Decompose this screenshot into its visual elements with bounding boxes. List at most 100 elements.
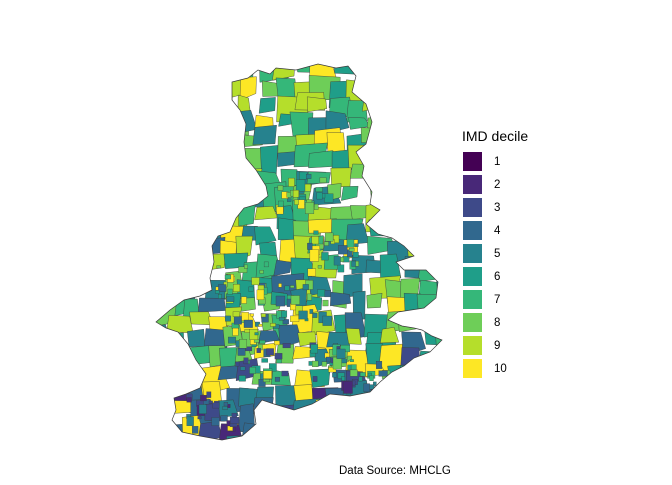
area-cell-small [305, 202, 315, 214]
area-cell [370, 186, 395, 210]
area-cell [258, 97, 276, 114]
area-cell [156, 116, 175, 134]
legend-item-2: 2 [462, 173, 528, 196]
area-cell [386, 64, 404, 93]
area-cell-small [294, 199, 299, 205]
area-cell [169, 349, 194, 375]
area-cell-small [312, 360, 319, 367]
area-cell-small [341, 376, 346, 381]
area-cell [183, 345, 211, 366]
area-cell [379, 113, 395, 128]
area-cell [168, 258, 187, 285]
area-cell [156, 180, 183, 212]
area-cell [419, 379, 442, 399]
area-cell [440, 360, 442, 386]
area-cell [256, 435, 277, 440]
area-cell-small [307, 242, 313, 250]
area-cell-small [244, 329, 250, 333]
area-cell-small [258, 379, 266, 387]
area-cell-small [220, 415, 228, 422]
area-cell [156, 385, 169, 409]
area-cell [343, 415, 365, 440]
area-cell-small [254, 332, 259, 336]
area-cell-small [211, 417, 220, 426]
area-cell-small [281, 310, 288, 318]
area-cell-small [228, 336, 236, 344]
area-cell [156, 438, 178, 440]
area-cell [421, 187, 442, 216]
area-cell-small [223, 402, 228, 407]
area-cell-small [315, 187, 323, 192]
area-cell [156, 64, 164, 85]
area-cell-small [198, 404, 207, 414]
area-cell-small [352, 251, 359, 258]
legend-label: 9 [494, 339, 501, 352]
area-cell-small [295, 179, 306, 192]
area-cell-small [250, 313, 254, 317]
area-cell-small [337, 264, 345, 273]
area-cell [423, 73, 442, 90]
area-cell [294, 421, 314, 440]
area-cell-small [229, 416, 240, 424]
area-cell [397, 365, 420, 393]
area-cell [385, 184, 403, 206]
area-cell-small [225, 315, 231, 322]
area-cell-small [309, 309, 314, 314]
area-cell [367, 64, 381, 87]
area-cell [403, 422, 435, 440]
legend-item-5: 5 [462, 242, 528, 265]
area-cell-small [333, 256, 341, 266]
area-cell [156, 359, 170, 377]
area-cell [218, 128, 248, 147]
area-cell-small [240, 366, 246, 371]
legend-swatch [462, 243, 483, 264]
area-cell [362, 96, 382, 112]
area-cell [198, 129, 217, 149]
area-cell [424, 64, 442, 90]
legend-swatch [462, 220, 483, 241]
area-cell [333, 398, 357, 413]
area-cell [188, 182, 202, 204]
area-cell-small [239, 339, 247, 349]
area-cell [239, 76, 257, 101]
area-cell [368, 168, 399, 191]
area-cell [385, 399, 412, 422]
area-cell-small [274, 340, 280, 346]
area-cell [437, 64, 442, 85]
area-cell-small [233, 316, 242, 325]
area-cell-small [349, 369, 358, 377]
area-cell-small [241, 312, 249, 321]
area-cell [226, 166, 250, 187]
area-cell [351, 64, 381, 70]
area-cell-small [292, 189, 299, 198]
legend-label: 5 [494, 247, 501, 260]
area-cell-small [263, 261, 269, 268]
area-cell-small [197, 416, 202, 420]
area-cell-small [243, 319, 253, 328]
area-cell [181, 166, 203, 186]
area-cell-small [186, 397, 192, 403]
area-cell-small [282, 343, 291, 349]
area-cell [436, 149, 442, 178]
area-cell [183, 438, 205, 440]
area-cell [218, 399, 239, 418]
area-cell [366, 292, 383, 309]
area-cell [198, 297, 226, 313]
area-cell [326, 132, 346, 154]
area-cell [156, 74, 166, 101]
area-cell [291, 398, 323, 428]
area-cell [220, 91, 233, 109]
area-cell-small [321, 361, 327, 367]
area-cell-small [313, 230, 319, 235]
area-cell-small [259, 270, 264, 274]
area-cell [168, 170, 190, 197]
area-cell [365, 403, 392, 424]
area-cell [168, 89, 181, 113]
legend-swatch [462, 266, 483, 287]
area-cell-small [347, 355, 352, 361]
area-cell [368, 218, 398, 237]
area-cell-small [311, 236, 319, 245]
area-cell-small [307, 268, 316, 277]
area-cell [381, 438, 404, 440]
area-cell-small [309, 249, 319, 262]
